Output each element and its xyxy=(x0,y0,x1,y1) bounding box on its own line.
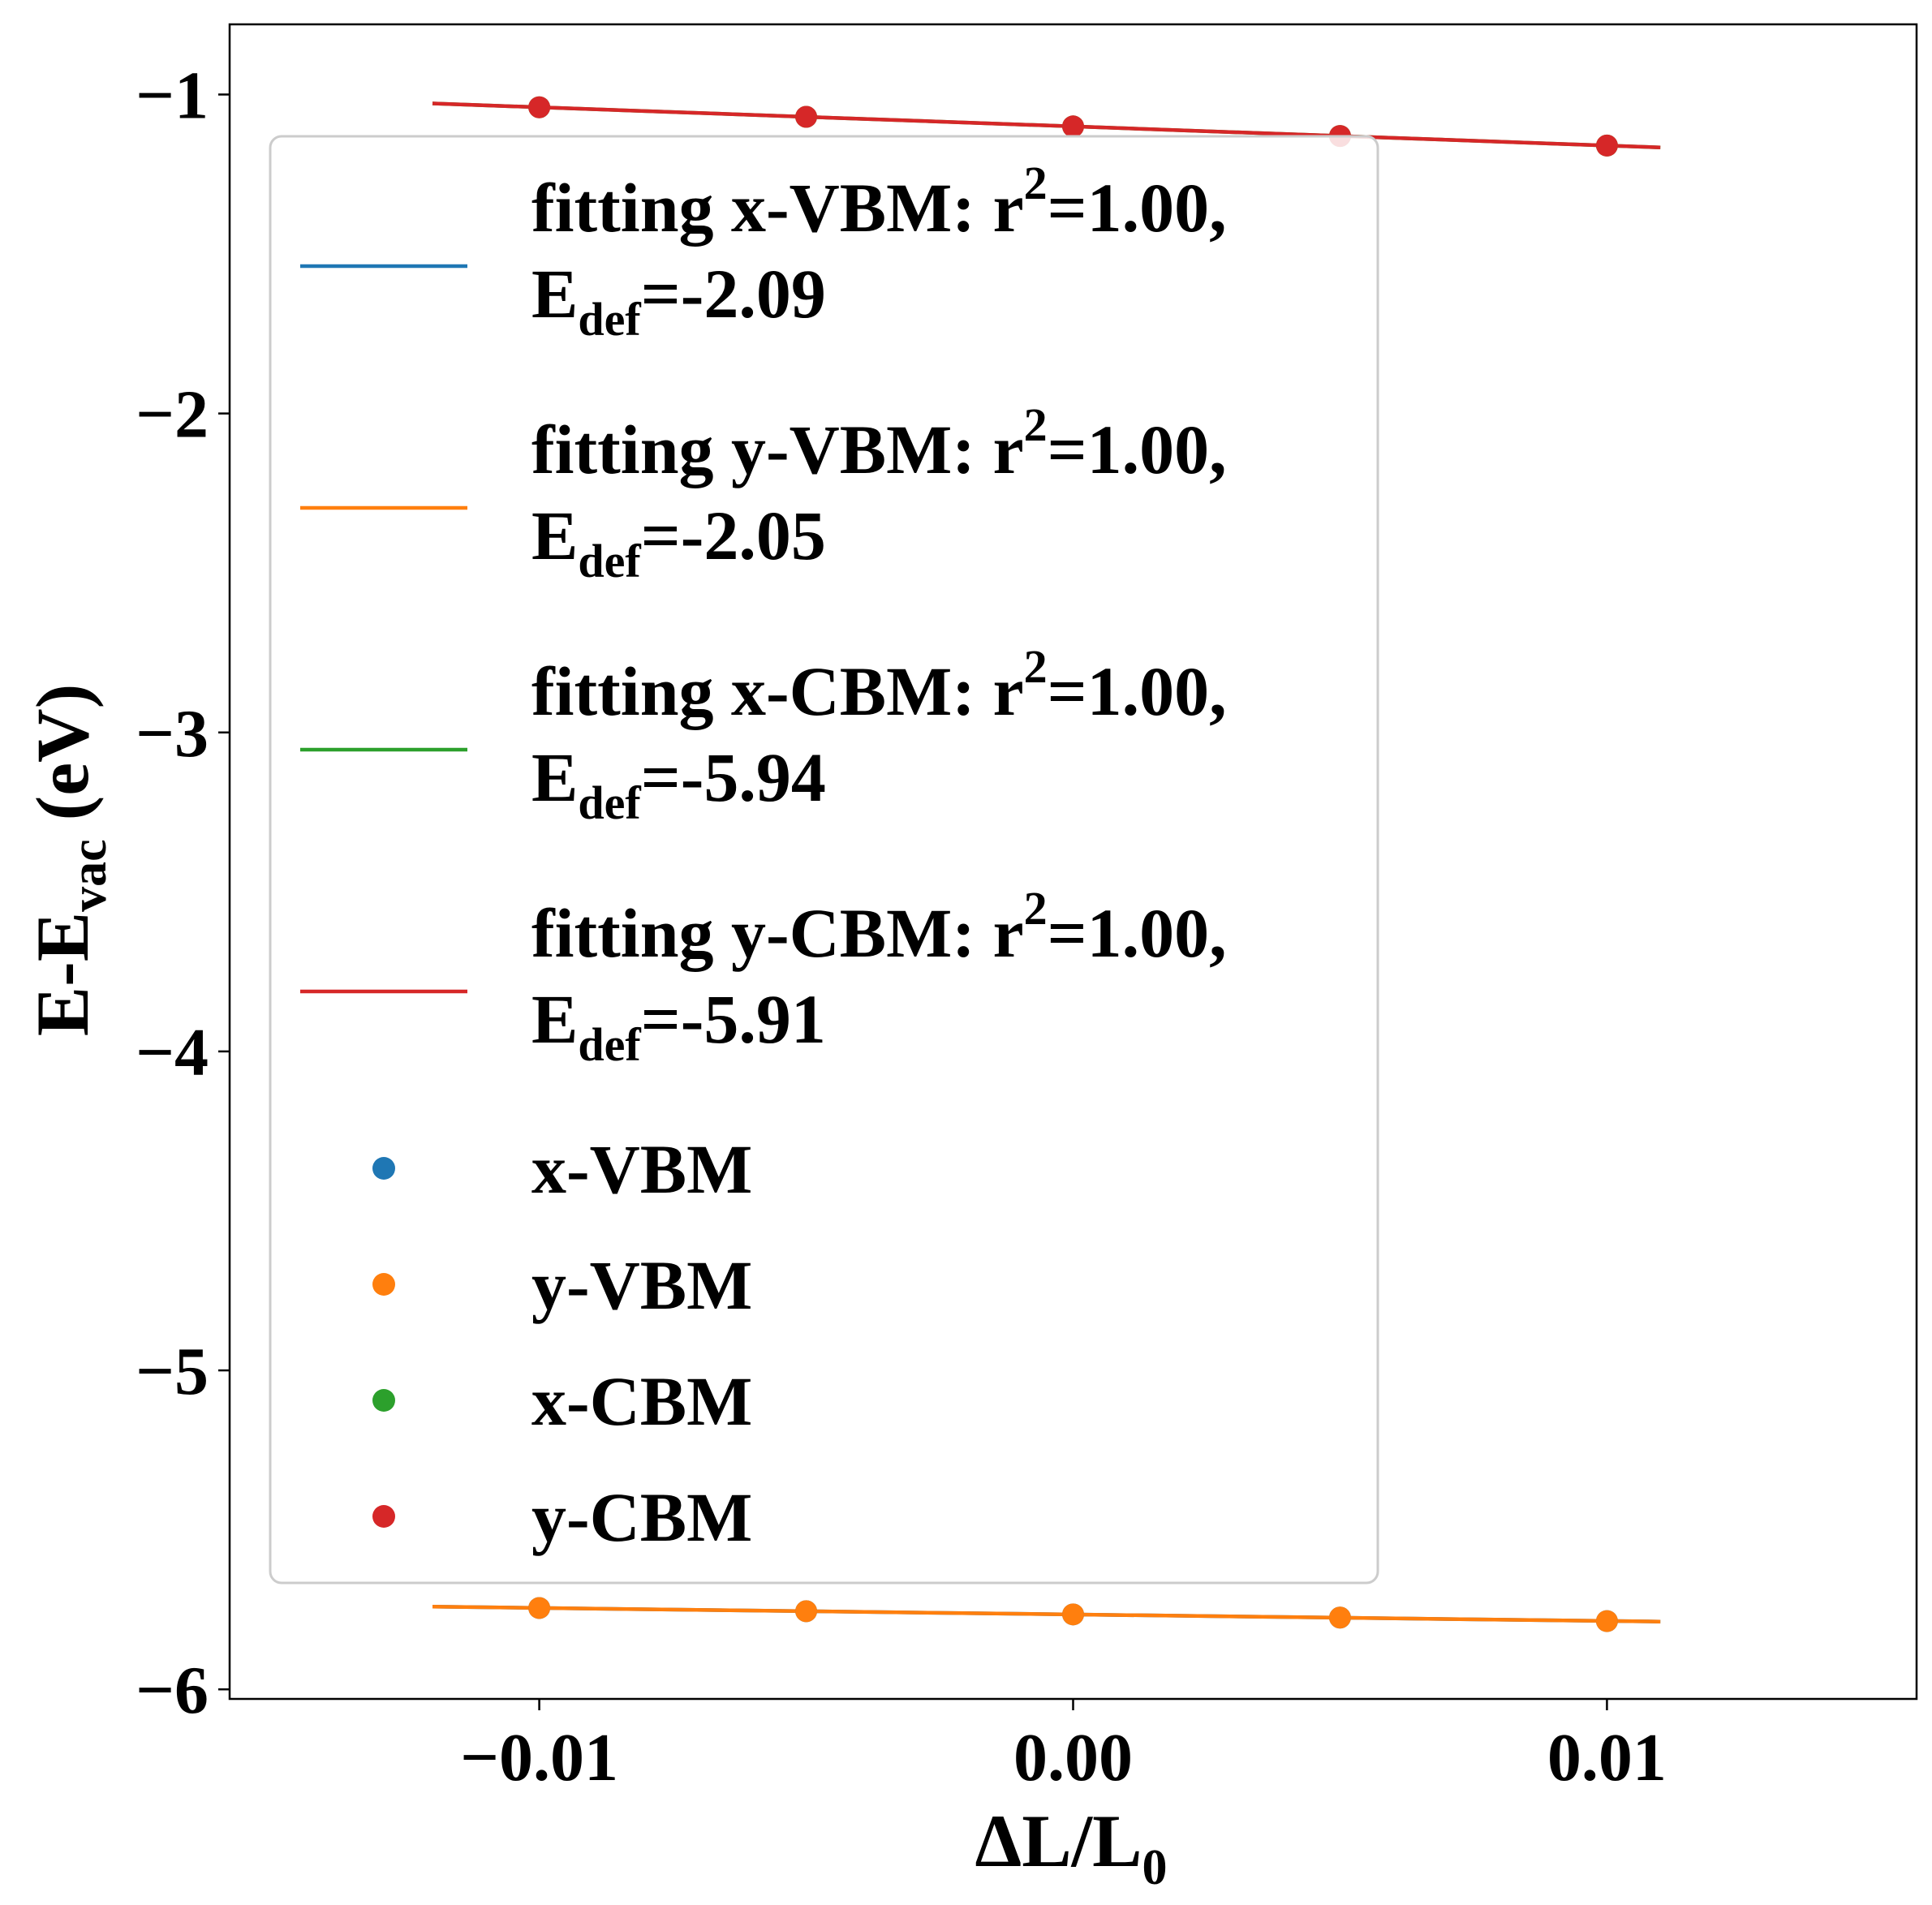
legend-label-fitting y-CBM-edef: Edef=-5.91 xyxy=(531,980,826,1071)
legend-label-x-CBM: x-CBM xyxy=(531,1362,752,1440)
legend-label-fitting y-VBM: fitting y-VBM: r2=1.00, xyxy=(531,398,1227,488)
legend-marker-y-CBM xyxy=(372,1505,395,1528)
data-point-y-CBM xyxy=(1595,134,1618,157)
x-tick-label: −0.01 xyxy=(460,1720,618,1795)
data-point-y-CBM xyxy=(795,105,818,128)
y-tick-label: −4 xyxy=(136,1015,209,1090)
legend-marker-x-VBM xyxy=(372,1157,395,1180)
data-point-y-VBM xyxy=(528,1597,551,1619)
legend: fitting x-VBM: r2=1.00,Edef=-2.09 fitting… xyxy=(269,135,1379,1585)
x-tick-label: 0.01 xyxy=(1547,1720,1667,1795)
x-axis-title: ΔL/L0 xyxy=(975,1800,1168,1895)
legend-label-fitting x-CBM-edef: Edef=-5.94 xyxy=(531,738,826,829)
data-point-y-CBM xyxy=(528,96,551,118)
legend-box xyxy=(269,135,1379,1585)
data-point-y-VBM xyxy=(795,1600,818,1623)
y-tick-label: −6 xyxy=(136,1653,209,1728)
y-tick-label: −3 xyxy=(136,696,209,772)
legend-label-y-CBM: y-CBM xyxy=(531,1478,752,1556)
data-point-y-VBM xyxy=(1595,1610,1618,1632)
fit-line-y-VBM xyxy=(432,1605,1661,1623)
x-tick-label: 0.00 xyxy=(1013,1720,1133,1795)
legend-label-y-VBM: y-VBM xyxy=(531,1246,752,1324)
legend-label-fitting x-VBM: fitting x-VBM: r2=1.00, xyxy=(531,157,1227,247)
legend-label-fitting y-VBM-edef: Edef=-2.05 xyxy=(531,497,826,587)
legend-marker-x-CBM xyxy=(372,1389,395,1412)
y-tick-label: −1 xyxy=(136,58,209,133)
legend-label-fitting x-CBM: fitting x-CBM: r2=1.00, xyxy=(531,640,1227,730)
legend-marker-y-VBM xyxy=(372,1273,395,1296)
data-point-y-CBM xyxy=(1062,115,1084,138)
y-tick-label: −5 xyxy=(136,1334,209,1409)
data-point-y-VBM xyxy=(1062,1603,1084,1626)
axes: −0.01 0.00 0.01 −1 −2 −3 −4 −5 −6 xyxy=(136,23,1918,1795)
y-tick-label: −2 xyxy=(136,377,209,453)
legend-label-fitting y-CBM: fitting y-CBM: r2=1.00, xyxy=(531,882,1227,972)
y-axis-title: E-Evac (eV) xyxy=(21,684,117,1036)
data-point-y-VBM xyxy=(1328,1606,1351,1629)
plot-area xyxy=(432,96,1661,1632)
legend-label-fitting x-VBM-edef: Edef=-2.09 xyxy=(531,255,826,346)
fit-line-y-CBM xyxy=(432,101,1661,150)
legend-label-x-VBM: x-VBM xyxy=(531,1130,752,1208)
